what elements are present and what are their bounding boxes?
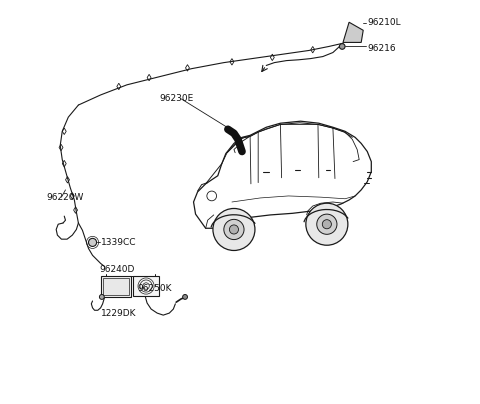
Text: 1339CC: 1339CC	[101, 238, 136, 247]
Text: 96210L: 96210L	[367, 18, 401, 27]
Circle shape	[322, 220, 331, 229]
Text: 96230E: 96230E	[159, 95, 193, 103]
Circle shape	[224, 219, 244, 240]
Circle shape	[182, 295, 188, 299]
Circle shape	[229, 225, 239, 234]
Text: 96250K: 96250K	[137, 284, 171, 293]
Circle shape	[99, 295, 104, 299]
Text: 96240D: 96240D	[99, 265, 134, 274]
Text: 1229DK: 1229DK	[101, 309, 136, 318]
Circle shape	[306, 203, 348, 245]
Circle shape	[317, 214, 337, 234]
Text: 96216: 96216	[367, 44, 396, 53]
FancyBboxPatch shape	[101, 276, 131, 297]
Polygon shape	[343, 22, 363, 42]
Text: 96220W: 96220W	[46, 194, 84, 202]
Circle shape	[213, 208, 255, 250]
FancyBboxPatch shape	[103, 278, 129, 295]
FancyBboxPatch shape	[133, 276, 159, 296]
Circle shape	[339, 44, 345, 49]
Circle shape	[88, 238, 96, 246]
